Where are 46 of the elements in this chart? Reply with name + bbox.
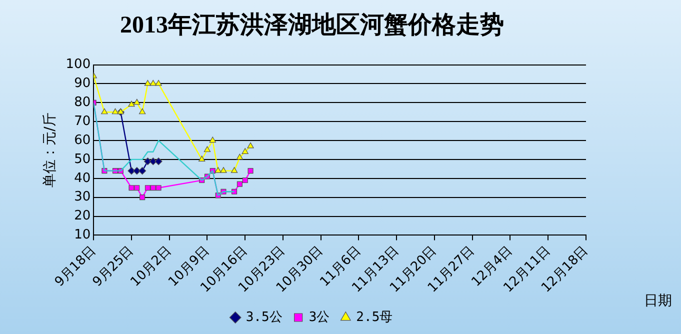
point (236, 154, 244, 160)
y-tick-label: 20 (74, 208, 91, 224)
legend-label: 2.5母 (356, 310, 393, 325)
point (154, 158, 162, 166)
point (242, 148, 248, 154)
point (101, 108, 108, 114)
legend-label: 3.5公 (246, 310, 282, 325)
point (134, 185, 140, 191)
chart-title: 2013年江苏洪泽湖地区河蟹价格走势 (120, 12, 504, 39)
point (242, 178, 248, 184)
y-tick-label: 40 (74, 170, 91, 186)
point (144, 185, 150, 191)
point (150, 185, 156, 191)
point (133, 167, 141, 175)
point (220, 167, 227, 173)
y-tick-label: 30 (74, 190, 91, 205)
point (134, 98, 140, 105)
point (247, 142, 254, 148)
y-tick-label: 90 (74, 76, 91, 92)
point (128, 185, 134, 191)
y-tick-label: 10 (74, 228, 91, 243)
point (150, 80, 156, 86)
point (198, 156, 206, 162)
point (209, 136, 216, 143)
point (214, 167, 222, 173)
y-axis-title: 单位：元/斤 (42, 112, 58, 188)
point (204, 146, 211, 152)
y-tick-label: 50 (74, 152, 91, 167)
point (140, 194, 146, 200)
y-tick-label: 80 (74, 95, 91, 110)
point (144, 80, 152, 86)
point (248, 168, 254, 174)
point (230, 167, 238, 173)
point (155, 80, 162, 86)
y-tick-label: 60 (74, 132, 91, 148)
point (236, 181, 242, 187)
point (138, 167, 146, 175)
point (128, 100, 135, 107)
point (112, 108, 119, 114)
point (128, 167, 136, 175)
point (138, 108, 146, 114)
y-tick-label: 100 (66, 57, 91, 72)
x-axis-title: 日期 (644, 292, 672, 309)
point (156, 185, 162, 191)
legend-label: 3公 (308, 310, 330, 325)
y-tick-label: 70 (74, 114, 91, 129)
